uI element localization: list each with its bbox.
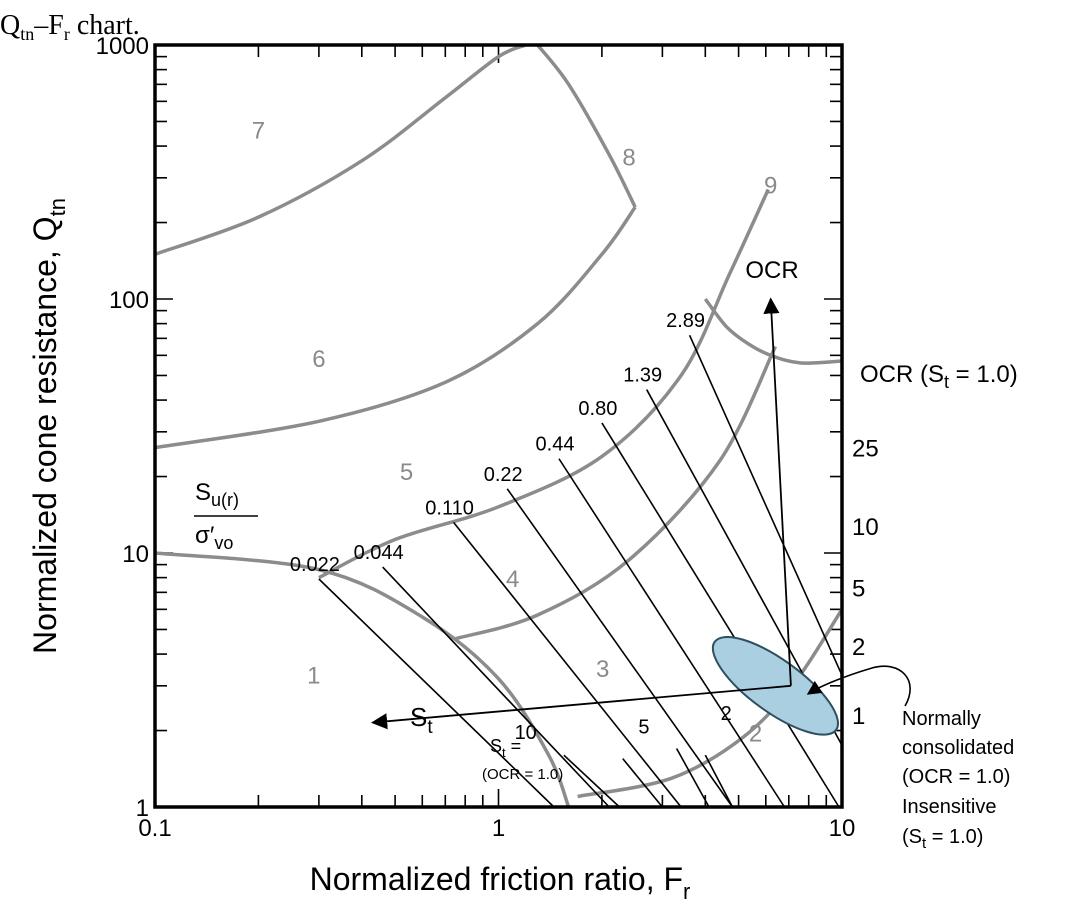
su-ratio-label: 0.44 bbox=[536, 434, 575, 456]
ocr-scale-title: OCR (St = 1.0) bbox=[860, 361, 1018, 392]
st-line bbox=[622, 758, 664, 808]
su-ratio-label: 0.22 bbox=[484, 464, 523, 486]
ocr-scale-label: 10 bbox=[852, 514, 879, 541]
annotation-line: (OCR = 1.0) bbox=[902, 766, 1010, 788]
annotation-leader bbox=[806, 665, 911, 707]
zone-label: 8 bbox=[622, 145, 635, 172]
st-value-label: 2 bbox=[721, 703, 732, 725]
st-value-label: 5 bbox=[638, 716, 649, 738]
zone-label: 1 bbox=[307, 662, 320, 689]
ocr-scale-label: 25 bbox=[852, 436, 879, 463]
su-ratio-label: 0.80 bbox=[578, 398, 617, 420]
su-ratio-line bbox=[506, 488, 734, 808]
zone-label: 4 bbox=[506, 566, 519, 593]
y-tick-label: 10 bbox=[122, 541, 149, 568]
su-ratio-label: 0.044 bbox=[354, 542, 404, 564]
st-line bbox=[563, 754, 621, 808]
ocr-scale-label: 1 bbox=[852, 703, 865, 730]
su-ratio-label: 2.89 bbox=[666, 310, 705, 332]
su-ratio-label: 0.022 bbox=[290, 554, 340, 576]
x-axis-label: Normalized friction ratio, Fr bbox=[310, 861, 691, 904]
nc-insensitive-zone bbox=[711, 635, 839, 736]
boundary-3-4 bbox=[455, 345, 777, 641]
boundary-6-7 bbox=[154, 43, 527, 256]
x-tick-label: 10 bbox=[829, 815, 856, 842]
su-ratio-line bbox=[558, 458, 786, 808]
st-arrow-label: St bbox=[410, 702, 433, 738]
zone-boundaries bbox=[154, 43, 844, 808]
su-ratio-line bbox=[688, 334, 843, 676]
boundary-5-6 bbox=[154, 206, 637, 450]
x-tick-label: 1 bbox=[492, 815, 505, 842]
annotation-line: (St = 1.0) bbox=[902, 826, 983, 852]
zone-label: 2 bbox=[749, 720, 762, 747]
st-equals-label: St = bbox=[490, 736, 521, 760]
chart-title-fragment: Qtn–Fr chart. bbox=[0, 10, 140, 44]
boundary-7-8 bbox=[536, 43, 637, 208]
y-tick-label: 1000 bbox=[96, 33, 149, 60]
ocr-scale-label: 2 bbox=[852, 634, 865, 661]
annotation-line: Normally bbox=[902, 708, 981, 730]
zone-label: 3 bbox=[596, 656, 609, 683]
boundary-2-3 bbox=[577, 608, 844, 799]
st-ocr-note: (OCR = 1.0) bbox=[482, 766, 563, 783]
st-value-label: 10 bbox=[515, 722, 537, 744]
su-ratio-line bbox=[318, 578, 555, 808]
zone-label: 7 bbox=[252, 118, 265, 145]
boundary-4-5 bbox=[318, 188, 770, 580]
annotation-line: Insensitive bbox=[902, 796, 997, 818]
su-ratio-header-top: Su(r) bbox=[195, 479, 239, 510]
annotation-line: consolidated bbox=[902, 737, 1014, 759]
zone-label: 5 bbox=[400, 459, 413, 486]
su-ratio-label: 0.110 bbox=[425, 497, 474, 519]
st-line bbox=[675, 748, 710, 808]
su-ratio-header-bottom: σ′vo bbox=[195, 522, 233, 553]
ocr-arrow bbox=[763, 297, 792, 686]
zone-label: 9 bbox=[764, 172, 777, 199]
y-tick-label: 100 bbox=[109, 287, 149, 314]
zone-label: 6 bbox=[312, 346, 325, 373]
su-ratio-line bbox=[601, 422, 840, 808]
st-arrow bbox=[370, 684, 791, 730]
st-line bbox=[704, 754, 734, 808]
su-ratio-line bbox=[382, 566, 610, 808]
plot-frame bbox=[153, 43, 844, 809]
ocr-arrow-label: OCR bbox=[745, 257, 798, 284]
su-ratio-label: 1.39 bbox=[623, 365, 662, 387]
x-tick-label: 0.1 bbox=[138, 815, 171, 842]
ocr-scale-label: 5 bbox=[852, 576, 865, 603]
y-axis-label: Normalized cone resistance, Qtn bbox=[27, 198, 70, 654]
boundary-8-9 bbox=[703, 297, 843, 365]
su-ratio-line bbox=[452, 521, 682, 808]
y-tick-label: 1 bbox=[136, 795, 149, 822]
